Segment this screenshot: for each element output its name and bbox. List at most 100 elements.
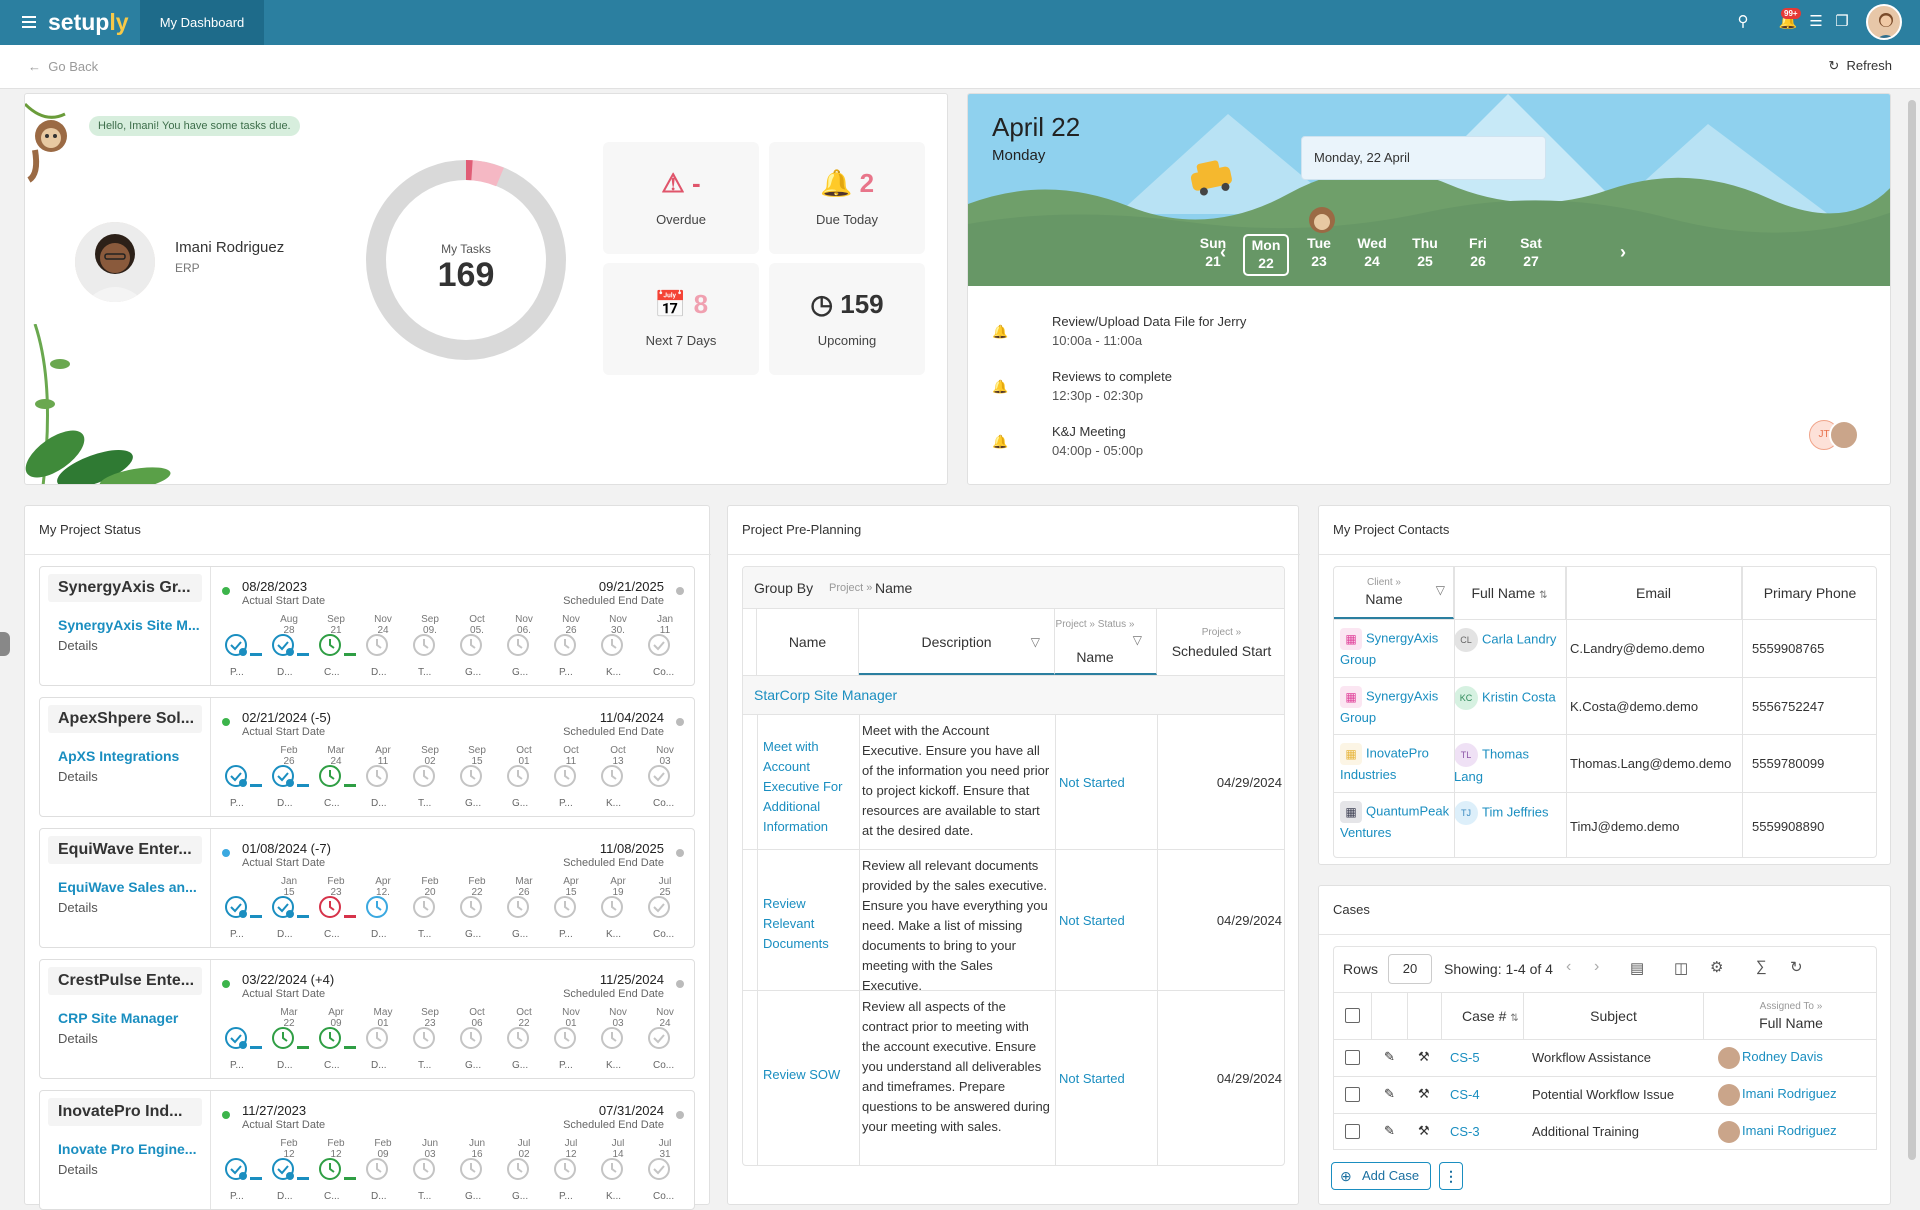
milestone-marker[interactable] — [648, 1027, 670, 1049]
filter-panel-icon[interactable]: ▤ — [1630, 960, 1645, 977]
client-link[interactable]: ▦ InovatePro Industries — [1340, 743, 1450, 785]
pencil-icon[interactable]: ✎ — [1384, 1049, 1395, 1064]
contact-name-link[interactable]: TJ Tim Jeffries — [1454, 801, 1559, 825]
refresh-button[interactable]: ↻ Refresh — [1828, 58, 1892, 73]
app-logo[interactable]: setuply — [48, 9, 129, 35]
prev-page-chevron-icon[interactable]: ‹ — [1566, 958, 1572, 975]
client-link[interactable]: ▦ SynergyAxis Group — [1340, 628, 1450, 670]
calendar-day-fri[interactable]: Fri 26 — [1469, 235, 1487, 269]
milestone-marker[interactable] — [648, 1158, 670, 1180]
contact-row[interactable]: ▦ QuantumPeak Ventures TJ Tim Jeffries TimJ@… — [1334, 792, 1876, 857]
rows-per-page-input[interactable]: 20 — [1388, 954, 1432, 984]
user-avatar[interactable] — [1866, 4, 1902, 40]
sort-icon[interactable]: ⇅ — [1539, 590, 1548, 601]
project-link[interactable]: Inovate Pro Engine... — [58, 1141, 197, 1157]
details-link[interactable]: Details — [58, 769, 98, 784]
search-icon[interactable]: ⚲ — [1737, 13, 1749, 30]
project-link[interactable]: SynergyAxis Site M... — [58, 617, 200, 633]
row-checkbox[interactable] — [1345, 1050, 1360, 1065]
case-row[interactable]: ✎ ⚒ CS-4 Potential Workflow Issue Imani Rodr… — [1334, 1076, 1876, 1113]
milestone-marker[interactable] — [648, 765, 670, 787]
project-link[interactable]: CRP Site Manager — [58, 1010, 179, 1026]
next-7-days-stat[interactable]: 📅 8 Next 7 Days — [603, 263, 759, 375]
next-week-chevron-icon[interactable]: › — [1620, 242, 1626, 262]
column-header-name[interactable]: Name — [757, 609, 859, 675]
filter-icon[interactable]: ▽ — [1435, 583, 1445, 597]
pencil-icon[interactable]: ✎ — [1384, 1123, 1395, 1138]
contact-name-link[interactable]: KC Kristin Costa — [1454, 686, 1559, 710]
workflow-icon[interactable]: ⚒ — [1418, 1123, 1430, 1138]
column-header-primary-phone[interactable]: Primary Phone — [1763, 585, 1857, 601]
client-link[interactable]: ▦ SynergyAxis Group — [1340, 686, 1450, 728]
filter-icon[interactable]: ▽ — [1030, 635, 1040, 649]
columns-icon[interactable]: ◫ — [1674, 960, 1689, 977]
calendar-day-thu[interactable]: Thu 25 — [1412, 235, 1438, 269]
hamburger-menu-icon[interactable] — [22, 16, 36, 28]
details-link[interactable]: Details — [58, 1031, 98, 1046]
task-status-link[interactable]: Not Started — [1059, 912, 1125, 928]
task-name-link[interactable]: Review Relevant Documents — [763, 896, 829, 951]
calendar-day-sun[interactable]: Sun 21 — [1199, 235, 1227, 269]
column-header-subject[interactable]: Subject — [1524, 993, 1704, 1039]
contact-row[interactable]: ▦ SynergyAxis Group KC Kristin Costa K.Costa… — [1334, 677, 1876, 734]
calendar-day-mon[interactable]: Mon 22 — [1243, 234, 1289, 276]
select-all-checkbox[interactable] — [1345, 1008, 1360, 1023]
sum-icon[interactable]: ∑ — [1756, 958, 1767, 975]
sort-icon[interactable]: ⇅ — [1510, 1013, 1519, 1024]
row-checkbox[interactable] — [1345, 1124, 1360, 1139]
task-name-link[interactable]: Review SOW — [763, 1067, 841, 1082]
task-name-link[interactable]: Meet with Account Executive For Addition… — [763, 739, 843, 834]
gear-icon[interactable]: ⚙ — [1710, 959, 1724, 976]
task-status-link[interactable]: Not Started — [1059, 774, 1125, 790]
go-back-button[interactable]: ← Go Back — [28, 59, 99, 74]
pages-icon[interactable]: ❐ — [1835, 13, 1849, 30]
case-number-link[interactable]: CS-3 — [1450, 1124, 1480, 1139]
contact-row[interactable]: ▦ InovatePro Industries TL Thomas Lang Thoma… — [1334, 734, 1876, 792]
pre-planning-row[interactable]: Review SOW Review all aspects of the cont… — [743, 991, 1284, 1165]
calendar-day-sat[interactable]: Sat 27 — [1520, 235, 1542, 269]
milestone-marker[interactable] — [648, 634, 670, 656]
task-status-link[interactable]: Not Started — [1059, 1071, 1125, 1086]
filter-icon[interactable]: ▽ — [1132, 633, 1142, 647]
column-header-full-name[interactable]: Full Name ⇅ — [1454, 567, 1566, 619]
contact-row[interactable]: ▦ SynergyAxis Group CL Carla Landry C.Landry… — [1334, 619, 1876, 677]
column-header-email[interactable]: Email — [1566, 567, 1742, 619]
column-header-assigned-to[interactable]: Assigned To » Full Name — [1759, 1001, 1823, 1031]
pre-planning-row[interactable]: Meet with Account Executive For Addition… — [743, 715, 1284, 850]
tab-my-dashboard[interactable]: My Dashboard — [140, 0, 264, 45]
details-link[interactable]: Details — [58, 900, 98, 915]
column-header-case-number[interactable]: Case # ⇅ — [1442, 993, 1524, 1039]
group-by-chip[interactable]: Name — [875, 580, 913, 596]
next-page-chevron-icon[interactable]: › — [1594, 958, 1600, 975]
assignee-link[interactable]: Imani Rodriguez — [1742, 1123, 1837, 1138]
case-row[interactable]: ✎ ⚒ CS-5 Workflow Assistance Rodney Davis — [1334, 1039, 1876, 1076]
client-link[interactable]: ▦ QuantumPeak Ventures — [1340, 801, 1450, 843]
contact-name-link[interactable]: CL Carla Landry — [1454, 628, 1559, 652]
case-number-link[interactable]: CS-4 — [1450, 1087, 1480, 1102]
pre-planning-row[interactable]: Review Relevant Documents Review all rele… — [743, 850, 1284, 993]
list-icon[interactable]: ☰ — [1809, 13, 1823, 30]
column-header-scheduled-start[interactable]: Project » Scheduled Start — [1157, 609, 1284, 675]
calendar-day-tue[interactable]: Tue 23 — [1307, 235, 1331, 269]
page-scrollbar[interactable] — [1908, 100, 1916, 1160]
milestone-marker[interactable] — [648, 896, 670, 918]
row-checkbox[interactable] — [1345, 1087, 1360, 1102]
workflow-icon[interactable]: ⚒ — [1418, 1049, 1430, 1064]
prev-week-chevron-icon[interactable]: ‹ — [1220, 242, 1226, 262]
upcoming-stat[interactable]: ◷ 159 Upcoming — [769, 263, 925, 375]
column-header-client-name[interactable]: Client » Name ▽ — [1334, 567, 1454, 619]
project-link[interactable]: ApXS Integrations — [58, 748, 180, 764]
column-header-description[interactable]: Description ▽ — [859, 609, 1055, 675]
project-link[interactable]: EquiWave Sales an... — [58, 879, 197, 895]
group-row[interactable]: StarCorp Site Manager — [743, 675, 1284, 715]
details-link[interactable]: Details — [58, 638, 98, 653]
contact-name-link[interactable]: TL Thomas Lang — [1454, 743, 1559, 787]
assignee-link[interactable]: Rodney Davis — [1742, 1049, 1823, 1064]
case-number-link[interactable]: CS-5 — [1450, 1050, 1480, 1065]
add-case-button[interactable]: ⊕ Add Case — [1331, 1162, 1431, 1190]
refresh-icon[interactable]: ↻ — [1790, 959, 1803, 976]
column-header-status[interactable]: Project » Status » Name ▽ — [1055, 609, 1157, 675]
more-options-button[interactable]: ⋮ — [1439, 1162, 1463, 1190]
workflow-icon[interactable]: ⚒ — [1418, 1086, 1430, 1101]
assignee-link[interactable]: Imani Rodriguez — [1742, 1086, 1837, 1101]
